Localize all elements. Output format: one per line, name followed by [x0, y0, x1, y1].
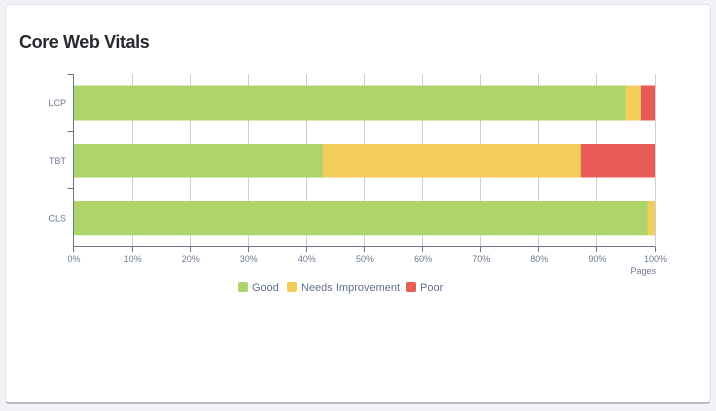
- svg-text:Pages: Pages: [630, 266, 656, 276]
- svg-text:CLS: CLS: [48, 213, 66, 223]
- svg-text:100%: 100%: [644, 254, 667, 264]
- svg-text:40%: 40%: [298, 254, 316, 264]
- svg-text:50%: 50%: [356, 254, 374, 264]
- svg-text:Good: Good: [252, 282, 279, 294]
- svg-text:10%: 10%: [124, 254, 142, 264]
- svg-text:0%: 0%: [67, 254, 80, 264]
- svg-text:80%: 80%: [530, 254, 548, 264]
- svg-text:20%: 20%: [182, 254, 200, 264]
- svg-text:70%: 70%: [472, 254, 490, 264]
- svg-text:30%: 30%: [240, 254, 258, 264]
- svg-text:Needs Improvement: Needs Improvement: [301, 282, 400, 294]
- svg-text:TBT: TBT: [49, 156, 67, 166]
- svg-text:60%: 60%: [414, 254, 432, 264]
- svg-text:Poor: Poor: [420, 282, 444, 294]
- svg-text:90%: 90%: [588, 254, 606, 264]
- svg-text:LCP: LCP: [48, 98, 66, 108]
